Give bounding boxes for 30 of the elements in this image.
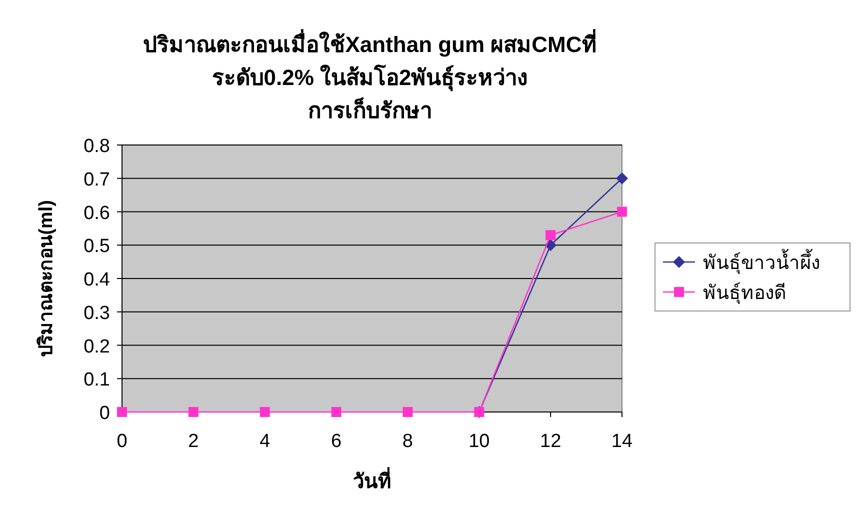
- point: [402, 407, 413, 417]
- x-tick-label: 6: [330, 431, 342, 452]
- y-tick-label: 0: [99, 403, 110, 424]
- x-tick-label: 12: [540, 431, 562, 452]
- point: [546, 230, 556, 240]
- x-tick-label: 14: [611, 431, 633, 452]
- y-tick-label: 0.2: [84, 336, 110, 358]
- x-tick-label: 10: [468, 431, 490, 452]
- x-tick-label: 0: [116, 431, 128, 452]
- y-tick-label: 0.3: [84, 302, 110, 324]
- y-tick-label: 0.8: [84, 136, 110, 157]
- point: [617, 206, 627, 217]
- point: [188, 407, 198, 417]
- point: [616, 172, 628, 184]
- chart-title: ปริมาณตะกอนเมื่อใช้Xanthan gum ผสมCMCที่ ระดับ0.2% ในส้มโอ2พันธุ์ระหว่าง การเก็บรักษา: [143, 28, 597, 123]
- x-tick-label: 4: [260, 431, 271, 452]
- point: [331, 407, 342, 417]
- y-tick-label: 0.1: [84, 370, 110, 391]
- legend-label: พันธุ์ทองดี: [703, 282, 786, 305]
- x-tick-label: 8: [402, 431, 414, 452]
- y-tick-label: 0.5: [84, 236, 110, 258]
- y-tick-label: 0.4: [84, 270, 110, 290]
- point: [260, 407, 270, 417]
- y-tick-label: 0.6: [84, 202, 110, 224]
- x-tick-label: 2: [188, 431, 199, 452]
- x-axis-title: วันที่: [353, 466, 391, 493]
- legend-label: พันธุ์ขาวน้ำผึ้ง: [703, 249, 820, 275]
- y-tick-label: 0.7: [84, 169, 110, 190]
- point: [117, 407, 127, 417]
- y-axis-title: ปริมาณตะกอน(ml): [36, 200, 57, 357]
